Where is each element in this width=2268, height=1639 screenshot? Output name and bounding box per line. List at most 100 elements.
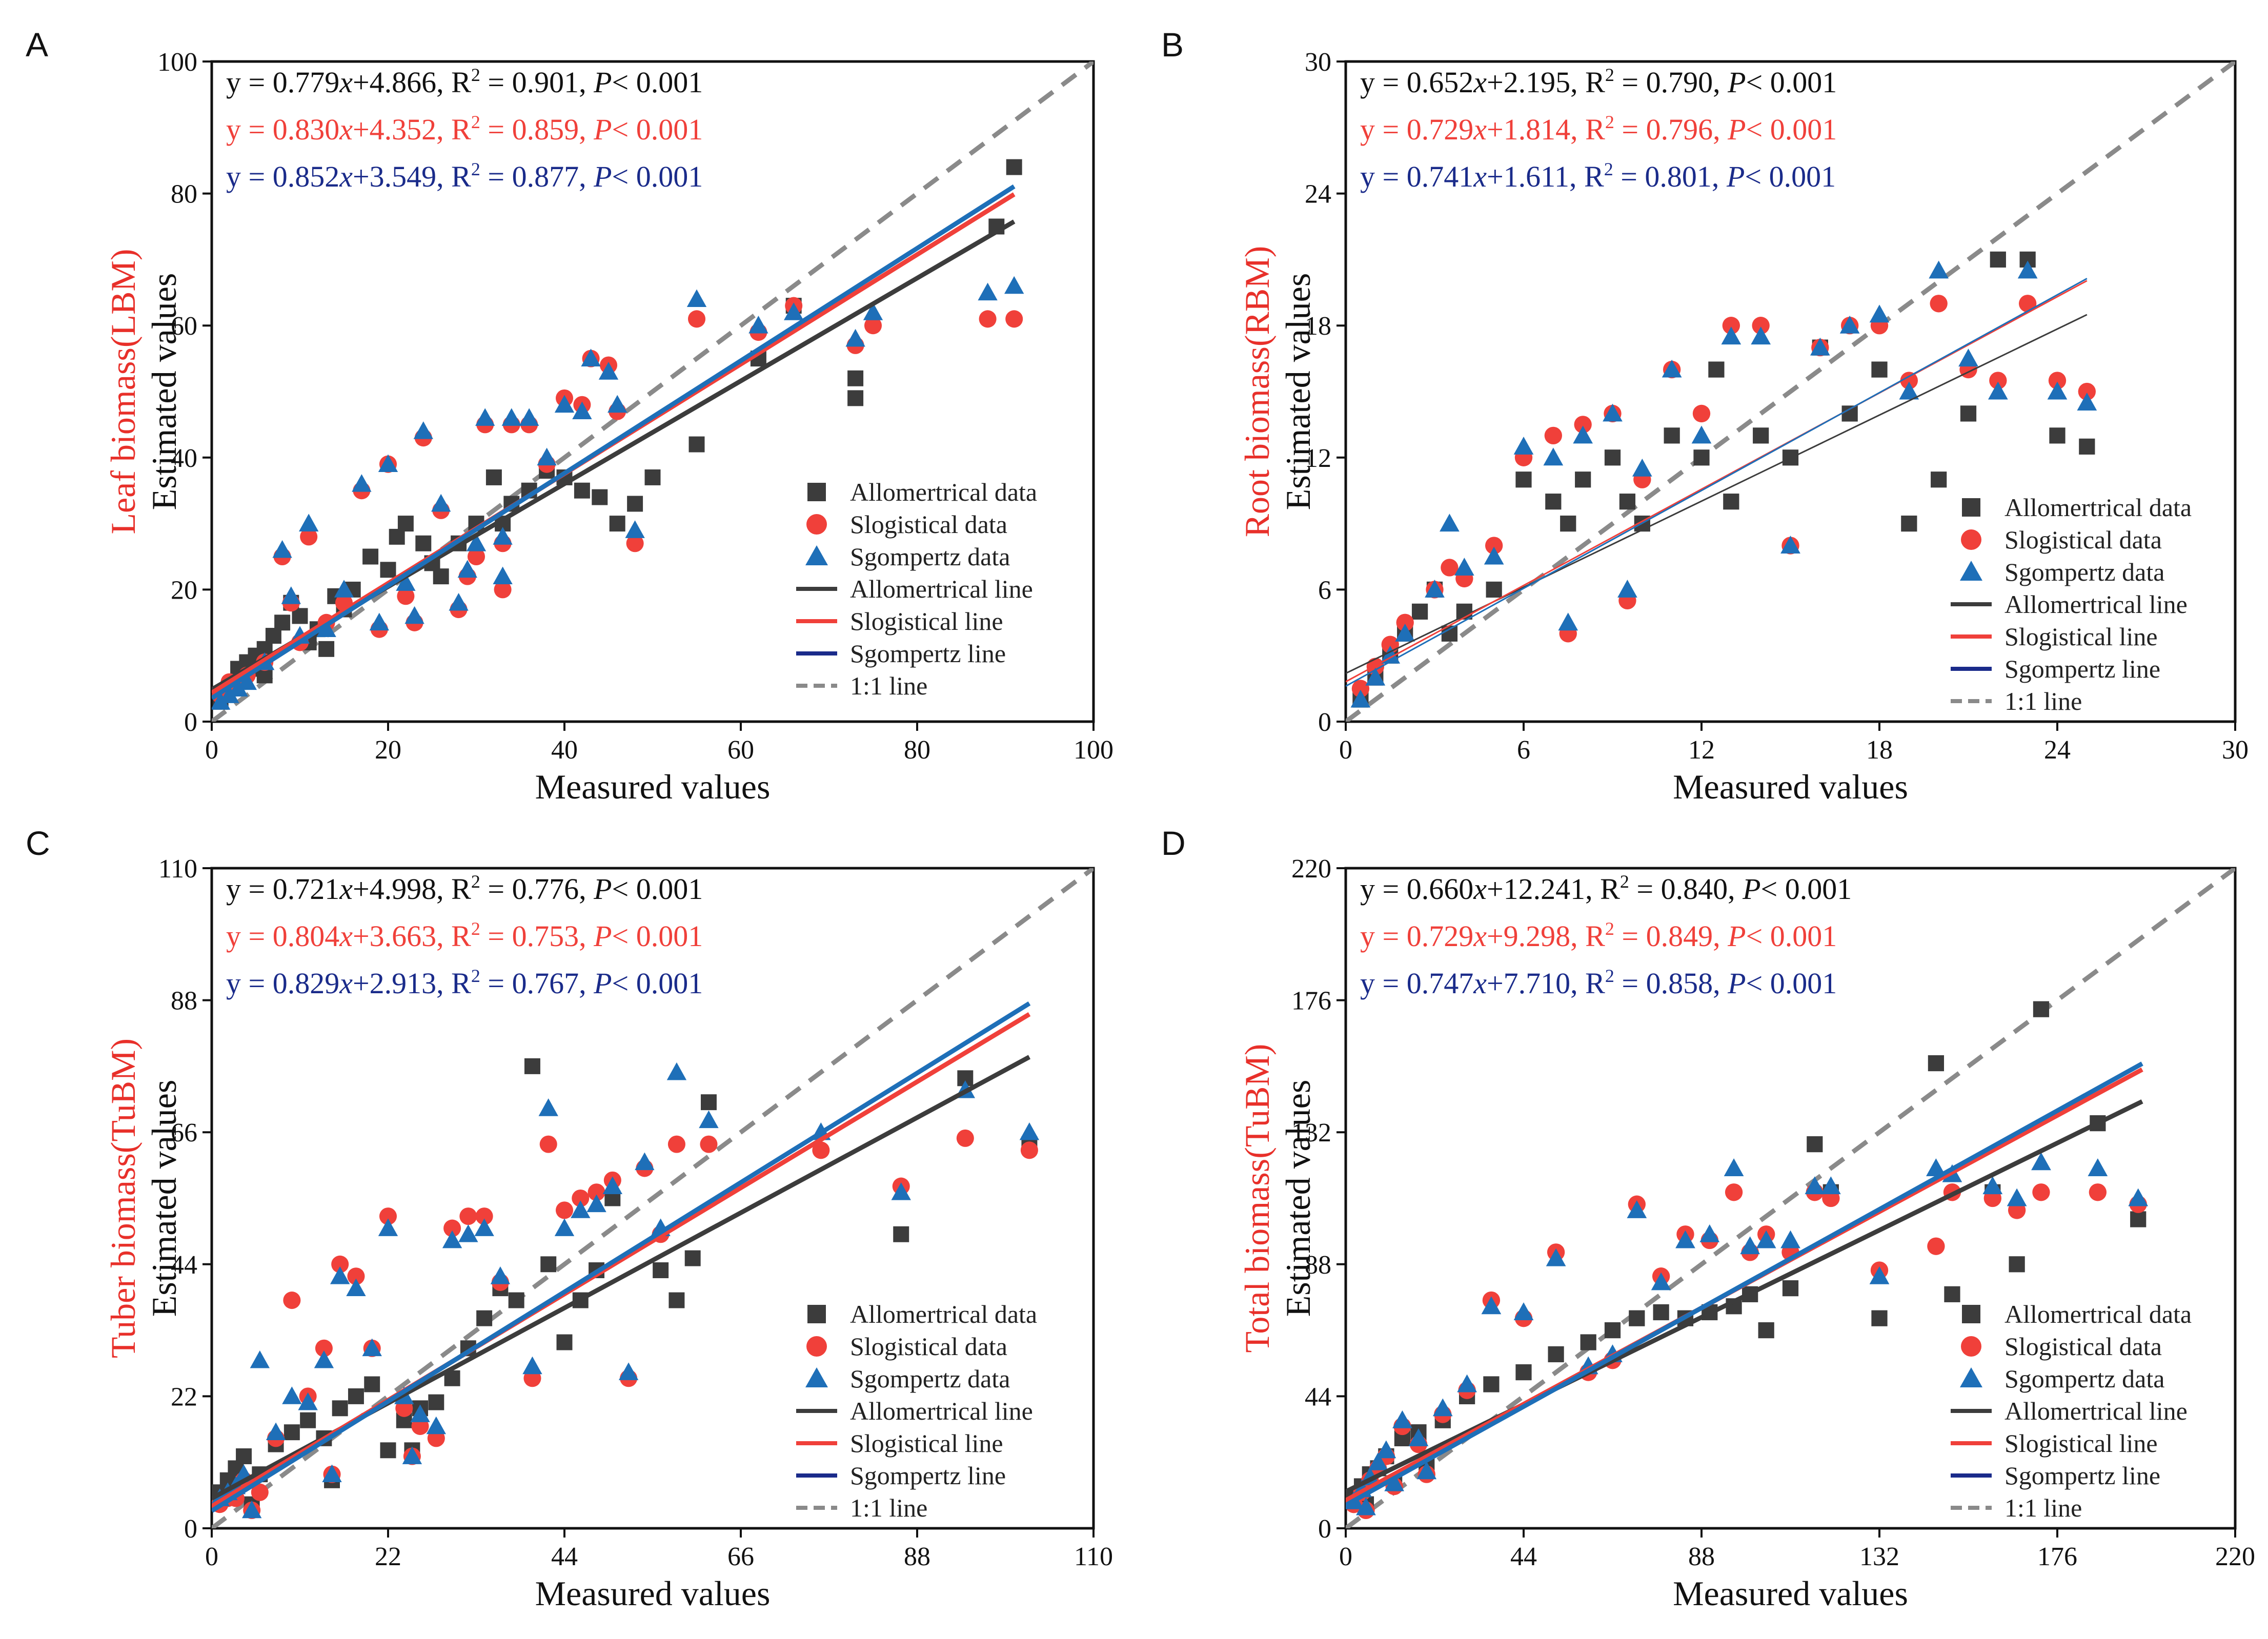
legend-label: Allomertrical line (2004, 590, 2188, 619)
x-tick-label: 0 (1339, 735, 1352, 765)
slogistic-equation: y = 0.830x+4.352, R2 = 0.859, P< 0.001 (226, 112, 703, 146)
sgompertz-point (299, 514, 319, 531)
legend: Allomertrical data Slogistical data Sgompe… (1951, 1300, 2192, 1522)
legend-label: Slogistical line (2004, 1429, 2158, 1458)
sgompertz-point (490, 1266, 511, 1284)
sgompertz-point (522, 1356, 542, 1375)
allometric-point (1928, 1055, 1945, 1072)
x-tick-label: 18 (1866, 735, 1893, 765)
sgompertz-point (686, 289, 707, 308)
legend-label: Slogistical line (2004, 622, 2158, 651)
sgompertz-point (1432, 1398, 1453, 1417)
allometric-point (1723, 494, 1739, 510)
allometric-point (1664, 427, 1680, 444)
allometric-point (318, 641, 335, 657)
sgompertz-point (282, 1386, 302, 1404)
x-tick-label: 12 (1688, 735, 1715, 765)
sgompertz-point (369, 612, 389, 631)
sgompertz-point (1617, 580, 1637, 598)
sgompertz-point (266, 1422, 286, 1441)
sgompertz-point (891, 1182, 911, 1200)
allometric-point (1960, 405, 1977, 422)
slogistic-point (347, 1267, 365, 1285)
sgompertz-point (1988, 381, 2008, 400)
sgompertz-point (572, 401, 592, 419)
sgompertz-point (466, 534, 487, 551)
sgompertz-equation: y = 0.829x+2.913, R2 = 0.767, P< 0.001 (226, 966, 703, 1000)
x-tick-label: 60 (727, 735, 754, 765)
sgompertz-regression-line (212, 1001, 1031, 1513)
allometric-point (1006, 159, 1022, 175)
panel-b: B 0 6 12 18 24 30 0 6 12 18 24 30 Measured values Root… (1161, 26, 2249, 806)
allometric-point (2009, 1256, 2025, 1273)
panel-a: A 0 20 40 60 80 100 0 20 40 60 80 100 Measured values… (26, 26, 1113, 806)
sgompertz-point (1365, 667, 1386, 686)
legend-label: 1:1 line (850, 671, 927, 700)
y-axis-title-black: Estimated values (145, 273, 184, 510)
legend-label: Sgompertz line (2004, 654, 2160, 683)
legend: Allomertrical data Slogistical data Sgompe… (1951, 493, 2192, 715)
sgompertz-point (1926, 1158, 1946, 1176)
legend-label: 1:1 line (850, 1493, 927, 1522)
allometric-point (1580, 1334, 1596, 1350)
allometric-point (700, 1094, 717, 1111)
plot-frame (210, 60, 1095, 723)
sgompertz-point (1869, 1266, 1890, 1284)
sgompertz-point (1721, 326, 1741, 345)
slogistic-point (1725, 1183, 1743, 1201)
slogistic-point (443, 1219, 461, 1237)
x-tick-label: 0 (205, 735, 218, 765)
sgompertz-point (1356, 1497, 1376, 1515)
sgompertz-point (314, 1350, 334, 1368)
slogistic-point (2048, 372, 2067, 390)
slogistic-point (331, 1255, 349, 1273)
sgompertz-point (1425, 580, 1445, 598)
allometric-point (574, 482, 590, 499)
y-tick-label: 80 (171, 180, 197, 209)
x-tick-label: 24 (2044, 735, 2071, 765)
sgompertz-point (1675, 1230, 1695, 1248)
sgompertz-point (1899, 381, 1919, 400)
sgompertz-point (1662, 359, 1682, 378)
sgompertz-point (1457, 1374, 1477, 1392)
y-tick-label: 132 (1291, 1118, 1331, 1148)
plot-area (1346, 62, 2235, 722)
slogistic-point (687, 310, 706, 328)
sgompertz-point (281, 586, 301, 604)
legend-label: Slogistical line (850, 607, 1003, 636)
sgompertz-point (1632, 458, 1652, 477)
x-tick-label: 88 (1688, 1542, 1715, 1571)
allometric-point (274, 614, 291, 631)
legend-label: Allomertrical data (850, 478, 1037, 506)
slogistic-point (2089, 1183, 2107, 1201)
y-axis-title-red: Tuber biomass(TuBM) (104, 1038, 143, 1358)
slogistic-point (1752, 317, 1770, 335)
sgompertz-point (1780, 1230, 1800, 1248)
legend-label: Allomertrical line (850, 575, 1033, 603)
panel-letter: B (1161, 26, 1184, 64)
sgompertz-point (1395, 623, 1415, 642)
sgompertz-point (1805, 1176, 1825, 1195)
slogistic-point (1722, 317, 1740, 335)
allometric-point (1871, 1310, 1888, 1326)
slogistic-point (626, 535, 644, 552)
allometric-point (428, 1394, 444, 1410)
plot-area (212, 62, 1094, 722)
allometric-equation: y = 0.652x+2.195, R2 = 0.790, P< 0.001 (1360, 65, 1837, 99)
sgompertz-point (442, 1230, 462, 1248)
slogistic-equation: y = 0.729x+9.298, R2 = 0.849, P< 0.001 (1360, 918, 1837, 953)
allometric-point (300, 1412, 316, 1428)
sgompertz-point (237, 672, 257, 690)
sgompertz-point (404, 606, 424, 624)
sgompertz-point (2031, 1152, 2051, 1171)
slogistic-point (667, 1135, 685, 1153)
sgompertz-point (1558, 612, 1578, 631)
allometric-point (609, 516, 625, 532)
legend-triangle-icon (1960, 1367, 1982, 1387)
legend-label: Sgompertz line (850, 639, 1006, 668)
allometric-point (1653, 1304, 1669, 1321)
sgompertz-point (1651, 1272, 1671, 1290)
sgompertz-point (1368, 1452, 1388, 1470)
sgompertz-point (378, 1218, 398, 1236)
